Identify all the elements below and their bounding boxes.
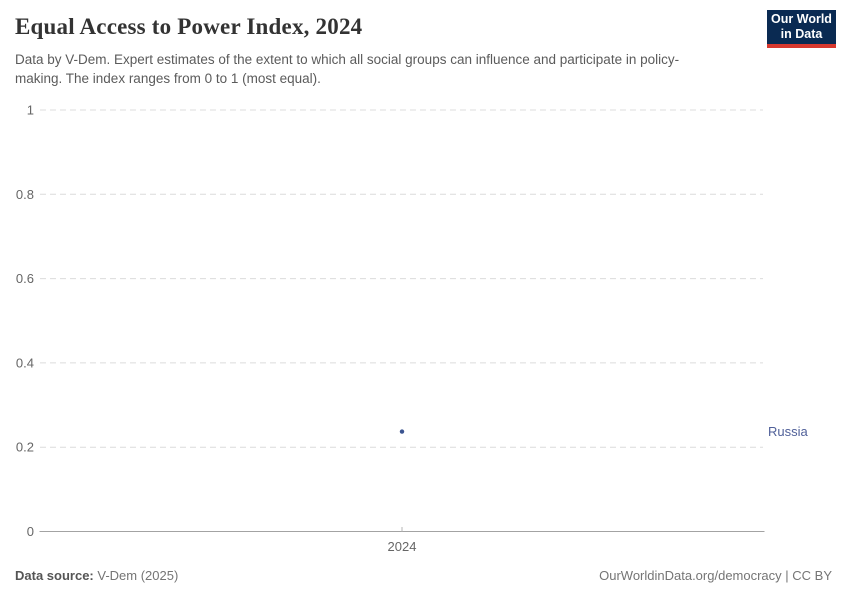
logo-line-1: Our World	[771, 11, 832, 26]
data-source-label: Data source:	[15, 568, 94, 583]
y-tick-label: 0.8	[16, 187, 34, 202]
y-tick-label: 1	[27, 103, 34, 118]
x-tick-label: 2024	[388, 539, 417, 554]
y-tick-label: 0.6	[16, 271, 34, 286]
chart-subtitle: Data by V-Dem. Expert estimates of the e…	[15, 52, 680, 86]
owid-logo[interactable]: Our World in Data	[767, 10, 836, 48]
y-tick-label: 0.2	[16, 440, 34, 455]
y-tick-label: 0	[27, 524, 34, 539]
data-source-value: V-Dem (2025)	[93, 568, 179, 583]
entity-label-russia[interactable]: Russia	[768, 424, 809, 439]
logo-line-2: in Data	[780, 27, 823, 41]
y-tick-label: 0.4	[16, 355, 34, 370]
attribution-note: OurWorldinData.org/democracy | CC BY	[599, 568, 832, 583]
page-title: Equal Access to Power Index, 2024	[15, 14, 363, 39]
data-point-russia[interactable]	[399, 429, 405, 434]
data-source-note: Data source: V-Dem (2025)	[15, 568, 178, 583]
